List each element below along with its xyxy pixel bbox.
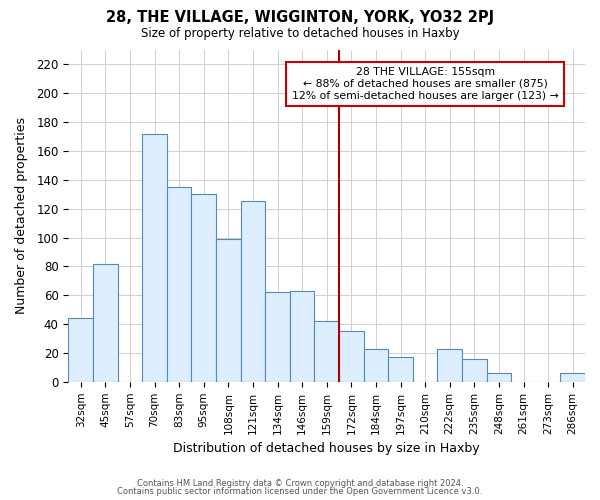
Bar: [93, 264, 118, 382]
Bar: [314, 321, 339, 382]
Text: Contains public sector information licensed under the Open Government Licence v3: Contains public sector information licen…: [118, 487, 482, 496]
Bar: [191, 194, 216, 382]
Bar: [290, 291, 314, 382]
Bar: [339, 332, 364, 382]
Bar: [462, 358, 487, 382]
Bar: [364, 348, 388, 382]
Text: 28, THE VILLAGE, WIGGINTON, YORK, YO32 2PJ: 28, THE VILLAGE, WIGGINTON, YORK, YO32 2…: [106, 10, 494, 25]
Bar: [560, 373, 585, 382]
Bar: [68, 318, 93, 382]
Bar: [142, 134, 167, 382]
Text: 28 THE VILLAGE: 155sqm
← 88% of detached houses are smaller (875)
12% of semi-de: 28 THE VILLAGE: 155sqm ← 88% of detached…: [292, 68, 559, 100]
Bar: [388, 358, 413, 382]
Bar: [437, 348, 462, 382]
Text: Size of property relative to detached houses in Haxby: Size of property relative to detached ho…: [140, 28, 460, 40]
Text: Contains HM Land Registry data © Crown copyright and database right 2024.: Contains HM Land Registry data © Crown c…: [137, 478, 463, 488]
Bar: [487, 373, 511, 382]
Bar: [216, 239, 241, 382]
Y-axis label: Number of detached properties: Number of detached properties: [15, 118, 28, 314]
Bar: [167, 187, 191, 382]
X-axis label: Distribution of detached houses by size in Haxby: Distribution of detached houses by size …: [173, 442, 480, 455]
Bar: [241, 202, 265, 382]
Bar: [265, 292, 290, 382]
